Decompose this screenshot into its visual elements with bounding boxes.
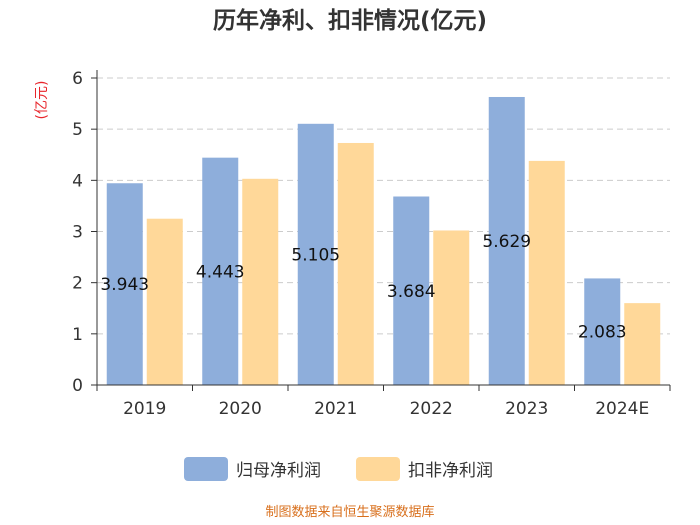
bar-data-label: 4.443 xyxy=(196,262,245,282)
bar-data-label: 3.943 xyxy=(100,275,149,295)
y-tick-label: 0 xyxy=(72,376,83,396)
axes: 0 1 2 3 4 5 6 2019 2020 2021 2022 2023 2024E xyxy=(72,69,671,419)
bar-series-2 xyxy=(337,142,374,385)
grid-lines xyxy=(97,77,670,335)
bar-series-1 xyxy=(202,157,239,385)
bar-data-label: 5.629 xyxy=(482,232,531,252)
legend-swatch xyxy=(184,457,228,481)
bar-series-1 xyxy=(393,196,430,385)
legend-swatch xyxy=(356,457,400,481)
x-tick-label: 2020 xyxy=(219,399,262,419)
bar-data-label: 2.083 xyxy=(578,323,627,343)
bar-data-label: 5.105 xyxy=(291,245,340,265)
chart-title: 历年净利、扣非情况(亿元) xyxy=(213,7,487,34)
y-tick-label: 3 xyxy=(72,223,83,243)
source-note: 制图数据来自恒生聚源数据库 xyxy=(265,504,434,520)
bar-series-2 xyxy=(242,178,279,385)
legend[interactable]: 归母净利润 扣非净利润 xyxy=(184,457,493,481)
y-tick-label: 4 xyxy=(72,171,83,191)
bar-data-label: 3.684 xyxy=(387,282,436,302)
bar-series-2 xyxy=(624,303,661,385)
data-labels: 3.943 4.443 5.105 3.684 5.629 2.083 xyxy=(100,232,626,343)
bar-series-1 xyxy=(297,123,334,386)
bar-series-1 xyxy=(488,96,525,385)
x-tick-label: 2019 xyxy=(123,399,166,419)
y-axis-unit-label: (亿元) xyxy=(34,81,50,120)
y-tick-label: 5 xyxy=(72,120,83,140)
x-tick-label: 2024E xyxy=(595,399,649,419)
x-tick-label: 2022 xyxy=(410,399,453,419)
legend-label: 归母净利润 xyxy=(236,461,321,481)
x-tick-label: 2023 xyxy=(505,399,548,419)
bar-series-2 xyxy=(528,160,565,385)
bar-series-2 xyxy=(146,218,183,385)
x-tick-label: 2021 xyxy=(314,399,357,419)
y-tick-label: 1 xyxy=(72,325,83,345)
bar-series-1 xyxy=(106,183,143,385)
y-tick-label: 2 xyxy=(72,274,83,294)
bar-series-2 xyxy=(433,230,470,385)
y-tick-label: 6 xyxy=(72,69,83,89)
bar-series-1 xyxy=(584,278,621,385)
legend-label: 扣非净利润 xyxy=(408,461,493,481)
bars xyxy=(106,96,661,386)
